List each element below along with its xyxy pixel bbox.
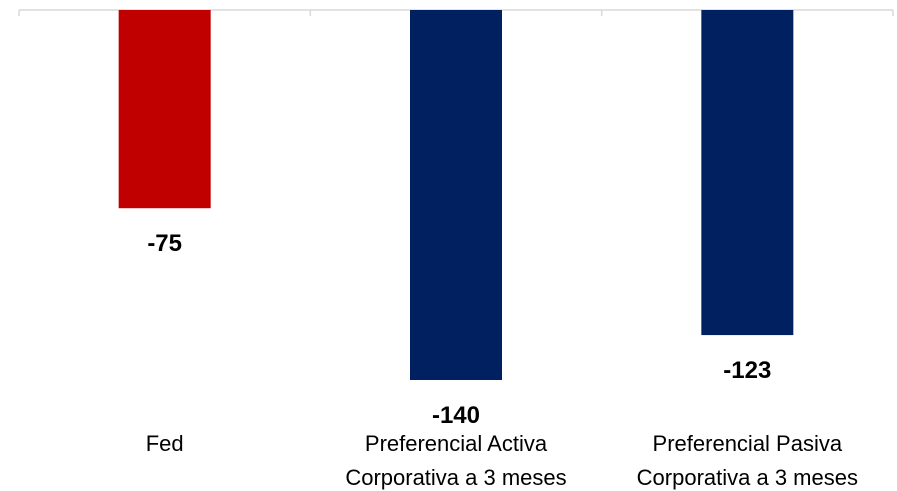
bar-2 — [410, 10, 502, 380]
category-label-3-line-1: Preferencial Pasiva — [653, 431, 843, 456]
category-label-2-line-2: Corporativa a 3 meses — [345, 465, 566, 490]
category-label-3-line-2: Corporativa a 3 meses — [637, 465, 858, 490]
data-label-1: -75 — [147, 230, 182, 257]
bar-1 — [118, 10, 211, 209]
category-label-2-line-1: Preferencial Activa — [365, 431, 548, 456]
bar-3 — [701, 10, 794, 336]
bars-layer — [118, 10, 794, 380]
data-label-2: -140 — [432, 402, 480, 429]
category-label-1-line-1: Fed — [146, 431, 184, 456]
data-label-3: -123 — [723, 357, 771, 384]
